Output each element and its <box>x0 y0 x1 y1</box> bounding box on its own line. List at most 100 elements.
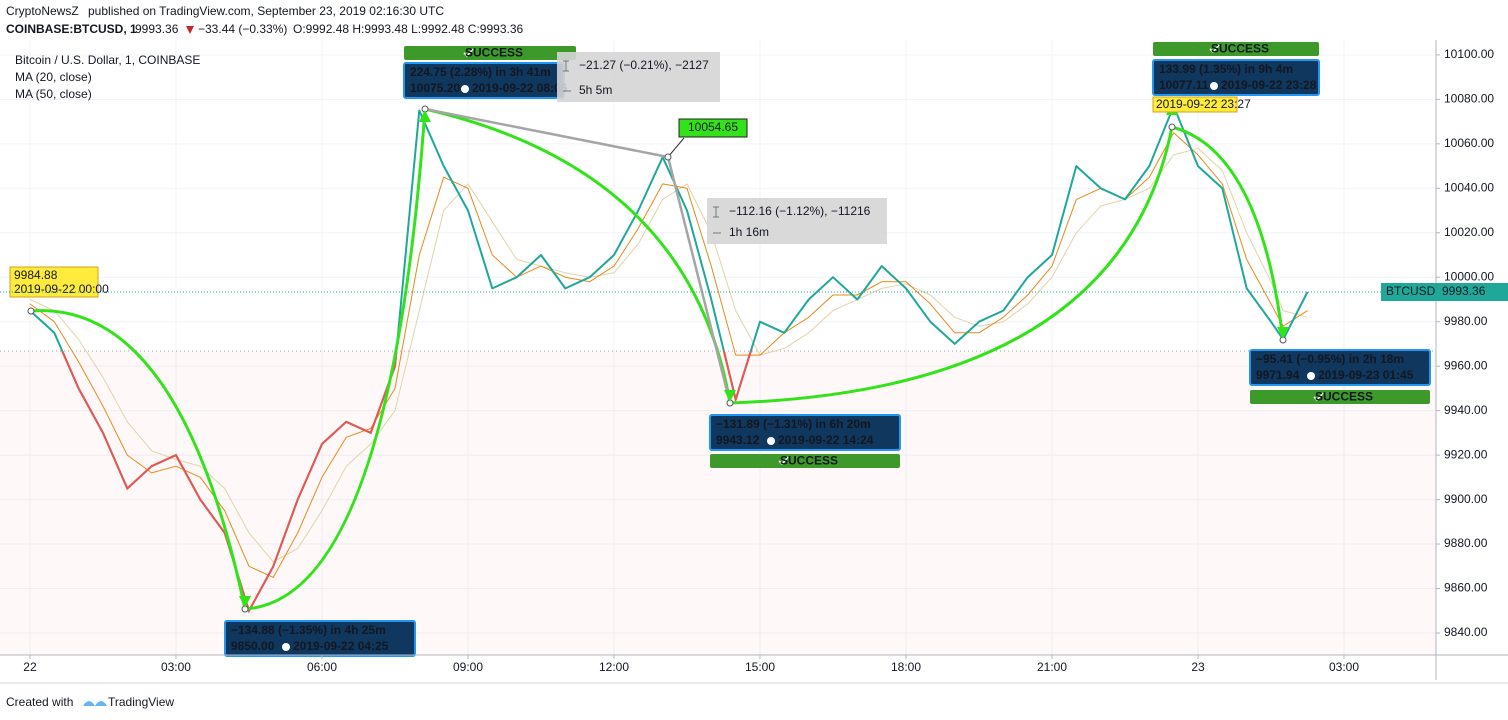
symbol: COINBASE:BTCUSD, 1 <box>6 22 137 36</box>
annotation-text: 133.99 (1.35%) in 9h 4m <box>1159 62 1293 76</box>
check-icon <box>463 48 474 58</box>
callout-pointer <box>667 137 685 158</box>
annotation-box <box>224 620 416 657</box>
check-icon <box>778 456 789 466</box>
arc <box>1171 125 1285 341</box>
y-tick-label: 9880.00 <box>1444 536 1488 550</box>
success-badge <box>1250 390 1430 404</box>
overlay: −134.88 (−1.35%) in 4h 25m 9850.00 2019-09… <box>9 42 1431 657</box>
arc <box>30 309 247 610</box>
last-price-tag <box>1436 283 1508 302</box>
success-label: SUCCESS <box>780 454 838 468</box>
change: −33.44 (−0.33%) <box>198 22 287 36</box>
success-label: SUCCESS <box>1211 42 1269 56</box>
x-tick-label: 18:00 <box>891 660 921 674</box>
ohlc: O:9992.48 H:9993.48 L:9992.48 C:9993.36 <box>293 22 524 36</box>
y-tick-label: 9960.00 <box>1444 358 1488 372</box>
published: published on TradingView.com, September … <box>88 4 444 18</box>
annotation-date: 2019-09-23 01:45 <box>1318 368 1414 382</box>
footer-brand: TradingView <box>108 695 174 709</box>
annotation-price: 9943.12 <box>716 433 760 447</box>
annotation-price: 10077.11 <box>1159 78 1209 92</box>
clock-icon <box>1210 82 1218 90</box>
legend-entry: MA (20, close) <box>15 70 92 84</box>
callout-label: 10054.65 <box>688 120 738 134</box>
y-tick-label: 10020.00 <box>1444 225 1494 239</box>
x-tick-label: 06:00 <box>307 660 337 674</box>
clock-icon <box>1307 372 1315 380</box>
check-icon <box>1313 392 1324 402</box>
x-tick-label: 03:00 <box>1329 660 1359 674</box>
annotation-price: 9971.94 <box>1256 368 1300 382</box>
measure-icon <box>713 206 721 234</box>
arc <box>244 108 427 611</box>
x-tick-label: 15:00 <box>745 660 775 674</box>
y-tick-label: 9920.00 <box>1444 447 1488 461</box>
x-tick-label: 23 <box>1191 660 1205 674</box>
success-badge <box>710 454 900 468</box>
measure-icon <box>563 60 571 92</box>
x-tick-label: 09:00 <box>453 660 483 674</box>
success-badge <box>1153 42 1319 56</box>
measure-span: 1h 16m <box>729 225 769 239</box>
check-icon <box>1209 44 1220 54</box>
y-tick-label: 9860.00 <box>1444 581 1488 595</box>
y-tick-label: 9980.00 <box>1444 314 1488 328</box>
y-tick-label: 9940.00 <box>1444 403 1488 417</box>
price-tag <box>1152 96 1238 113</box>
y-tick-label: 10060.00 <box>1444 136 1494 150</box>
price-tag-price: 9984.88 <box>14 268 58 282</box>
annotation-date: 2019-09-22 04:25 <box>293 639 389 653</box>
annotation-box <box>1152 59 1320 96</box>
brand-logo <box>83 701 107 706</box>
y-tick-label: 10080.00 <box>1444 92 1494 106</box>
annotation-text: −134.88 (−1.35%) in 4h 25m <box>231 623 386 637</box>
price-tag-date: 2019-09-22 23:27 <box>1156 97 1251 111</box>
x-tick-label: 21:00 <box>1037 660 1067 674</box>
y-tick-label: 10040.00 <box>1444 180 1494 194</box>
y-tick-label: 10100.00 <box>1444 47 1494 61</box>
symbol-tag <box>1381 283 1436 302</box>
last-price-label: 9993.36 <box>1442 284 1486 298</box>
annotation-text: −95.41 (−0.95%) in 2h 18m <box>1256 352 1404 366</box>
measure-change: −112.16 (−1.12%), −11216 <box>729 204 871 218</box>
callout-box <box>678 118 748 138</box>
success-label: SUCCESS <box>465 46 523 60</box>
measure-span: 5h 5m <box>579 83 612 97</box>
drawings <box>27 103 1289 613</box>
symbol-tag-label: BTCUSD <box>1386 284 1436 298</box>
legend-entry: MA (50, close) <box>15 87 92 101</box>
annotation-box <box>1249 349 1431 386</box>
legend-entry: Bitcoin / U.S. Dollar, 1, COINBASE <box>15 53 200 67</box>
measure-change: −21.27 (−0.21%), −2127 <box>579 58 709 72</box>
clock-icon <box>282 643 290 651</box>
success-label: SUCCESS <box>1315 390 1373 404</box>
clock-icon <box>461 85 469 93</box>
success-badge <box>404 46 576 60</box>
arc <box>729 126 1174 405</box>
y-tick-label: 10000.00 <box>1444 269 1494 283</box>
anchor-points <box>27 105 1287 613</box>
down-arrow <box>186 26 194 34</box>
annotation-text: −131.89 (−1.31%) in 6h 20m <box>716 417 871 431</box>
ma-line <box>29 147 1308 563</box>
annotation-date: 2019-09-22 08:06 <box>472 81 568 95</box>
price-tag-date: 2019-09-22 00:00 <box>14 282 109 296</box>
annotation-price: 10075.20 <box>410 81 460 95</box>
annotation-text: 224.75 (2.28%) in 3h 41m <box>410 65 551 79</box>
footer-created: Created with <box>6 695 73 709</box>
author: CryptoNewsZ <box>6 4 79 18</box>
x-tick-label: 03:00 <box>161 660 191 674</box>
annotation-price: 9850.00 <box>231 639 275 653</box>
annotation-box <box>709 414 901 451</box>
y-tick-label: 9840.00 <box>1444 625 1488 639</box>
clock-icon <box>767 437 775 445</box>
x-tick-label: 12:00 <box>599 660 629 674</box>
annotation-date: 2019-09-22 23:28 <box>1221 78 1317 92</box>
annotation-date: 2019-09-22 14:24 <box>778 433 874 447</box>
below-baseline-shade <box>0 351 1436 655</box>
measure-box <box>557 52 720 102</box>
last: 9993.36 <box>135 22 179 36</box>
